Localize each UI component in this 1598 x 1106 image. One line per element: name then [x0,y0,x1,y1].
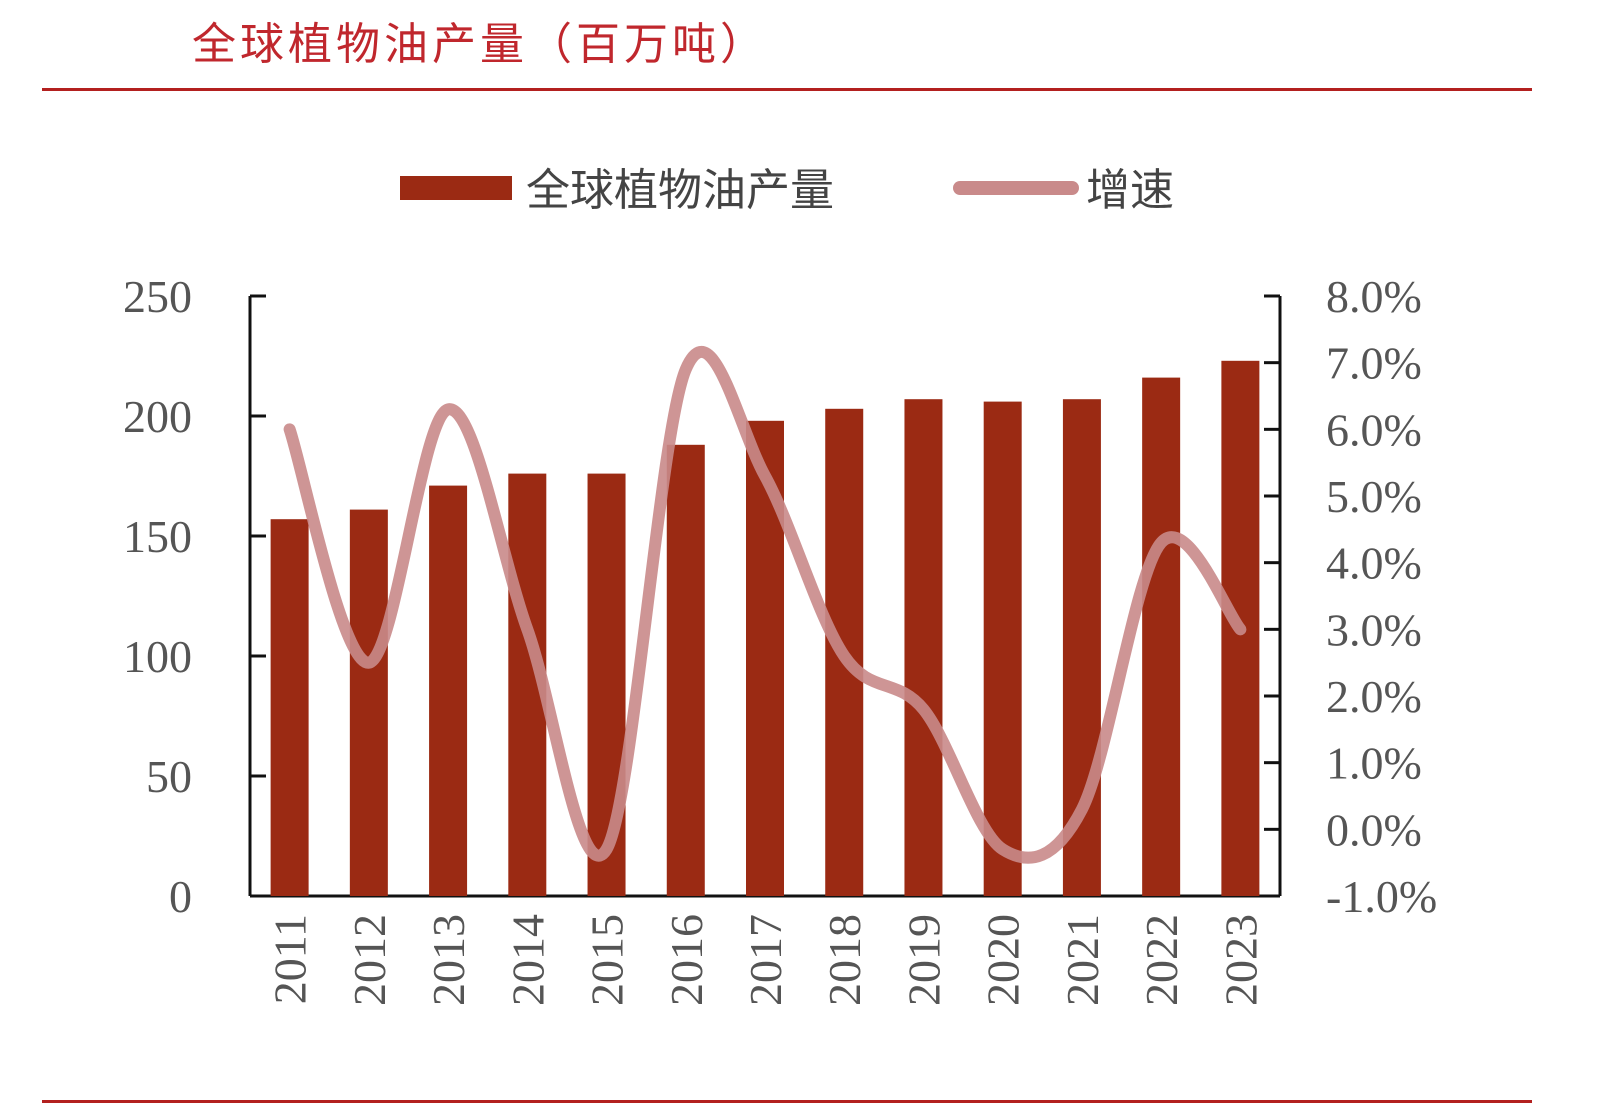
right-tick-label: 1.0% [1326,738,1422,789]
legend-label-growth: 增速 [1086,165,1174,216]
x-tick-label-2012: 2012 [344,914,395,1006]
bar-2019 [904,399,943,896]
bar-2016 [666,444,705,896]
tick-labels: 0 50 100 150 200 250 -1.0% 0.0% 1.0% 2.0% 3.0% 4.0%… [123,271,1437,1006]
x-tick-label-2016: 2016 [661,914,712,1006]
bar-2015 [587,473,626,896]
right-tick-label: 0.0% [1326,804,1422,855]
x-tick-label-2014: 2014 [502,914,553,1006]
left-tick-label: 50 [146,751,192,802]
legend: 全球植物油产量 增速 [400,165,1174,216]
right-tick-label: 3.0% [1326,604,1422,655]
left-tick-label: 150 [123,511,192,562]
x-tick-label-2017: 2017 [740,914,791,1006]
left-tick-label: 200 [123,391,192,442]
x-tick-label-2020: 2020 [978,914,1029,1006]
x-tick-label-2022: 2022 [1136,914,1187,1006]
left-tick-label: 250 [123,271,192,322]
left-tick-label: 0 [169,871,192,922]
x-tick-label-2011: 2011 [265,914,316,1004]
x-tick-label-2019: 2019 [898,914,949,1006]
title-divider [42,88,1532,91]
x-tick-label-2015: 2015 [582,914,633,1006]
growth-line [283,346,1247,864]
x-tick-label-2018: 2018 [819,914,870,1006]
bars [270,360,1260,897]
right-tick-label: 8.0% [1326,271,1422,322]
right-tick-label: 6.0% [1326,404,1422,455]
axes [248,294,1282,898]
bottom-divider [42,1100,1532,1103]
right-tick-label: 4.0% [1326,538,1422,589]
right-tick-label: 2.0% [1326,671,1422,722]
page-title: 全球植物油产量（百万吨） [192,19,768,70]
x-tick-label-2013: 2013 [423,914,474,1006]
x-tick-label-2023: 2023 [1215,914,1266,1006]
right-tick-label: 5.0% [1326,471,1422,522]
growth-line-layer [283,346,1247,864]
bar-2011 [270,519,309,896]
right-tick-label: -1.0% [1326,871,1437,922]
bar-2022 [1142,377,1181,897]
bar-2020 [983,401,1022,896]
bar-2013 [429,485,468,896]
legend-label-production: 全球植物油产量 [526,165,834,216]
legend-swatch-bar [400,176,512,200]
x-tick-label-2021: 2021 [1057,914,1108,1006]
right-tick-label: 7.0% [1326,338,1422,389]
left-tick-label: 100 [123,631,192,682]
bar-2012 [349,509,388,896]
